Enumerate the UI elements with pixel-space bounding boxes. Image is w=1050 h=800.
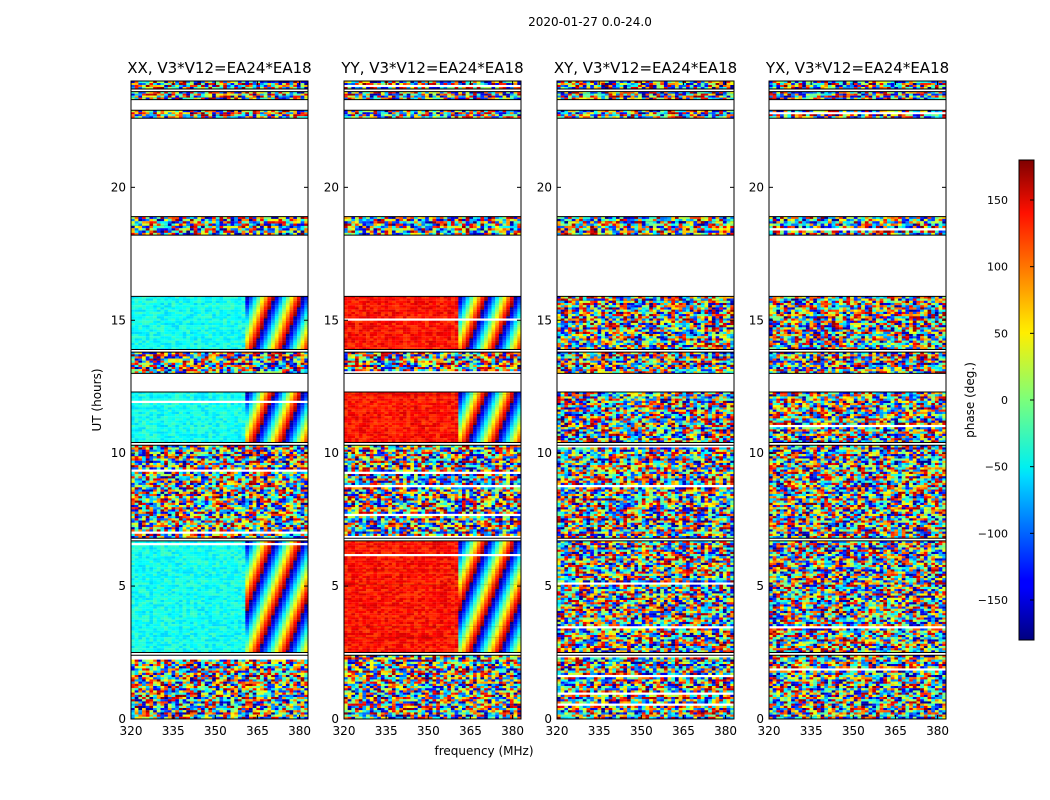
y-tick-label: 15	[111, 313, 126, 327]
colorbar-tick-label: −150	[978, 594, 1008, 607]
panel-title: XX, V3*V12=EA24*EA18	[127, 59, 311, 77]
heatmap-cells	[769, 81, 946, 719]
x-tick-label: 350	[204, 724, 227, 738]
x-tick-label: 365	[884, 724, 907, 738]
x-tick-label: 380	[501, 724, 524, 738]
x-tick-label: 320	[758, 724, 781, 738]
colorbar-tick-label: 0	[1001, 394, 1008, 407]
y-tick-label: 15	[749, 313, 764, 327]
x-tick-label: 320	[120, 724, 143, 738]
plot-frame	[130, 80, 309, 720]
y-tick-label: 5	[331, 579, 339, 593]
x-tick-label: 350	[417, 724, 440, 738]
x-tick-label: 365	[672, 724, 695, 738]
y-tick-label: 5	[118, 579, 126, 593]
y-tick-label: 0	[118, 712, 126, 726]
x-tick-label: 380	[288, 724, 311, 738]
colorbar: −150 −100 −50 0 50 100 150 phase (deg.)	[963, 159, 1035, 641]
colorbar-tick-label: −50	[985, 461, 1008, 474]
y-tick-label: 20	[111, 180, 126, 194]
y-tick-label: 0	[756, 712, 764, 726]
y-tick-label: 20	[324, 180, 339, 194]
y-tick-label: 10	[324, 446, 339, 460]
panels: XX, V3*V12=EA24*EA18 320 335 350 365 380 0 5 10 1…	[111, 59, 949, 738]
y-tick-label: 10	[749, 446, 764, 460]
x-tick-label: 335	[800, 724, 823, 738]
x-tick-label: 350	[842, 724, 865, 738]
x-tick-label: 320	[333, 724, 356, 738]
y-tick-label: 0	[544, 712, 552, 726]
panel-title: XY, V3*V12=EA24*EA18	[554, 59, 737, 77]
y-tick-label: 5	[756, 579, 764, 593]
y-tick-label: 20	[537, 180, 552, 194]
colorbar-tick-label: 50	[994, 327, 1008, 340]
panel-yy: YY, V3*V12=EA24*EA18 320 335 350 365 380 0 5 10 1…	[324, 59, 524, 738]
y-axis-label: UT (hours)	[90, 368, 104, 431]
x-tick-label: 365	[246, 724, 269, 738]
x-tick-label: 380	[714, 724, 737, 738]
y-tick-label: 0	[331, 712, 339, 726]
y-tick-label: 15	[324, 313, 339, 327]
x-tick-label: 380	[926, 724, 949, 738]
y-tick-label: 15	[537, 313, 552, 327]
x-tick-label: 335	[162, 724, 185, 738]
heatmap-cells	[131, 81, 308, 719]
plot-frame	[343, 80, 522, 720]
colorbar-label: phase (deg.)	[963, 362, 977, 438]
panel-yx: YX, V3*V12=EA24*EA18 320 335 350 365 380 0 5 10 1…	[749, 59, 949, 738]
x-tick-label: 350	[630, 724, 653, 738]
x-tick-label: 320	[546, 724, 569, 738]
panel-title: YY, V3*V12=EA24*EA18	[340, 59, 523, 77]
y-tick-label: 10	[537, 446, 552, 460]
x-tick-label: 335	[588, 724, 611, 738]
panel-title: YX, V3*V12=EA24*EA18	[765, 59, 949, 77]
panel-xy: XY, V3*V12=EA24*EA18 320 335 350 365 380 0 5 10 1…	[537, 59, 737, 738]
y-tick-label: 5	[544, 579, 552, 593]
panel-xx: XX, V3*V12=EA24*EA18 320 335 350 365 380 0 5 10 1…	[111, 59, 312, 738]
plot-frame	[768, 80, 947, 720]
y-tick-label: 10	[111, 446, 126, 460]
figure-suptitle: 2020-01-27 0.0-24.0	[528, 15, 652, 29]
x-tick-label: 335	[375, 724, 398, 738]
heatmap-cells	[344, 81, 521, 719]
x-tick-label: 365	[459, 724, 482, 738]
colorbar-tick-label: 100	[987, 261, 1008, 274]
plot-frame	[556, 80, 735, 720]
colorbar-tick-label: 150	[987, 194, 1008, 207]
colorbar-ticks: −150 −100 −50 0 50 100 150	[978, 194, 1034, 607]
x-axis-label: frequency (MHz)	[434, 744, 533, 758]
colorbar-tick-label: −100	[978, 527, 1008, 540]
y-tick-label: 20	[749, 180, 764, 194]
heatmap-cells	[557, 81, 734, 719]
